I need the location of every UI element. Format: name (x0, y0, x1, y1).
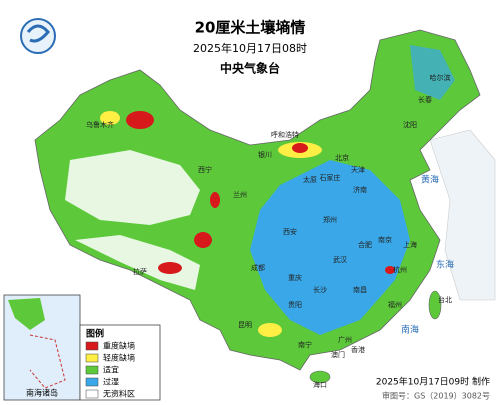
dry-area (258, 323, 282, 337)
city-label: 天津 (351, 166, 365, 174)
wet-area (250, 160, 410, 335)
city-label: 乌鲁木齐 (86, 120, 114, 129)
city-label: 济南 (353, 185, 367, 194)
inset-label: 南海诸岛 (26, 388, 58, 398)
legend-label: 轻度缺墒 (103, 353, 135, 363)
legend-title: 图例 (86, 328, 104, 340)
legend-swatch (85, 389, 99, 399)
city-label: 香港 (351, 345, 365, 354)
no-data-area (75, 235, 200, 290)
city-label: 郑州 (323, 216, 337, 224)
footer-approval: 审图号：GS（2019）3082号 (382, 391, 490, 401)
city-label: 哈尔滨 (430, 73, 451, 82)
dry-area (292, 143, 308, 153)
inset: 南海诸岛 (3, 294, 81, 401)
city-label: 长春 (418, 95, 432, 104)
city-label: 重庆 (288, 273, 302, 282)
city-label: 成都 (251, 263, 265, 272)
sea-label: 东海 (436, 259, 454, 271)
city-label: 太原 (303, 175, 317, 184)
city-label: 贵阳 (288, 300, 302, 309)
city-label: 武汉 (333, 255, 347, 264)
city-label: 合肥 (358, 240, 372, 249)
dry-area (100, 111, 120, 125)
city-label: 南宁 (298, 340, 312, 349)
inset-land (8, 298, 45, 330)
city-label: 上海 (403, 240, 417, 249)
city-label: 杭州 (393, 265, 407, 274)
city-label: 南京 (378, 235, 392, 244)
logo-swirl (26, 24, 50, 43)
dry-area (385, 266, 395, 274)
legend-label: 无资料区 (103, 389, 135, 399)
legend-label: 适宜 (103, 365, 119, 375)
legend-swatch (85, 365, 99, 375)
dry-area (158, 262, 182, 274)
neighbor-land (429, 129, 496, 301)
city-label: 海口 (313, 380, 327, 389)
sea-label: 黄海 (421, 174, 439, 186)
city-label: 台北 (438, 295, 452, 304)
legend-swatch (85, 353, 99, 363)
city-label: 银川 (258, 150, 272, 159)
taiwan (428, 290, 442, 320)
issuer: 中央气象台 (220, 61, 280, 76)
city-label: 西宁 (198, 165, 212, 174)
dry-area (126, 111, 154, 129)
logo (20, 18, 56, 54)
title: 20厘米土壤墒情 (195, 19, 306, 37)
city-label: 西安 (283, 227, 297, 236)
city-label: 沈阳 (403, 120, 417, 129)
hainan (309, 370, 331, 384)
city-label: 福州 (388, 300, 402, 309)
city-label: 呼和浩特 (271, 130, 299, 139)
legend-swatch (85, 377, 99, 387)
city-label: 澳门 (331, 350, 345, 359)
city-label: 广州 (338, 335, 352, 344)
city-label: 石家庄 (320, 173, 341, 182)
inset-boundary (29, 334, 66, 389)
legend-label: 过湿 (103, 377, 119, 387)
city-label: 长沙 (313, 285, 327, 294)
footer-made: 2025年10月17日09时 制作 (376, 376, 490, 388)
no-data-area (65, 150, 200, 225)
neighbors (429, 129, 496, 301)
city-label: 兰州 (233, 190, 247, 199)
logo-circle (20, 18, 56, 54)
legend-label: 重度缺墒 (103, 341, 135, 351)
city-label: 昆明 (238, 321, 252, 329)
time: 2025年10月17日08时 (193, 41, 307, 55)
sea-label: 南海 (401, 324, 419, 336)
wet-area (410, 45, 455, 100)
city-label: 北京 (335, 153, 349, 162)
china-map (34, 29, 481, 384)
city-label: 拉萨 (133, 267, 147, 276)
legend-frame (79, 324, 161, 401)
dry-area (210, 192, 220, 208)
dry-area (194, 232, 212, 248)
legend-swatch (85, 341, 99, 351)
city-label: 南昌 (353, 285, 367, 294)
